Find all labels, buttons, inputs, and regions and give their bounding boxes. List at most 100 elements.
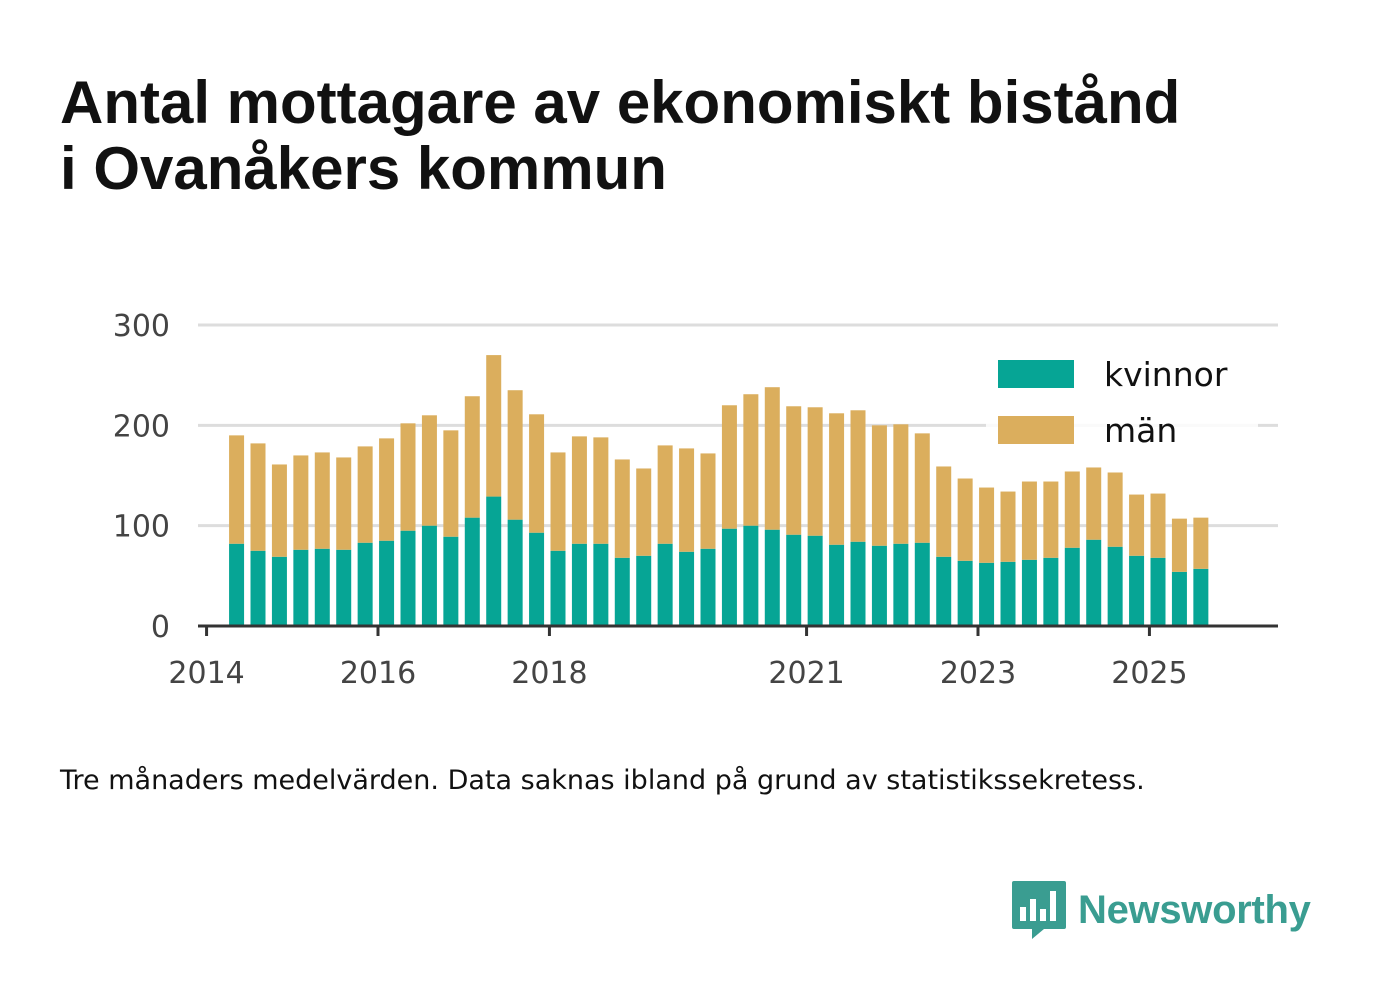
bar-kvinnor <box>1150 557 1166 626</box>
bar-kvinnor <box>271 556 287 626</box>
x-tick-label: 2018 <box>511 656 587 691</box>
bar-kvinnor <box>786 534 802 626</box>
bar-man <box>829 413 845 545</box>
x-tick-label: 2014 <box>168 656 244 691</box>
y-tick-label: 300 <box>113 309 170 344</box>
bar-kvinnor <box>336 549 352 626</box>
bar-kvinnor <box>721 528 737 626</box>
bar-man <box>229 435 245 544</box>
bar-kvinnor <box>957 560 973 626</box>
bar-kvinnor <box>443 536 459 626</box>
bar-kvinnor <box>979 562 995 626</box>
y-tick-label: 200 <box>113 409 170 444</box>
bar-man <box>807 407 823 536</box>
bar-kvinnor <box>936 556 952 626</box>
bar-kvinnor <box>250 550 266 626</box>
bar-kvinnor <box>764 529 780 626</box>
bar-kvinnor <box>743 525 759 626</box>
bar-man <box>507 390 523 520</box>
bar-man <box>421 415 437 526</box>
legend-label-man: män <box>1104 411 1177 450</box>
bar-kvinnor <box>379 540 395 626</box>
bar-man <box>936 466 952 557</box>
bar-man <box>550 452 566 551</box>
bar-kvinnor <box>1129 555 1145 626</box>
bar-kvinnor <box>700 548 716 626</box>
bar-kvinnor <box>486 496 502 626</box>
legend-swatch-man <box>998 416 1074 444</box>
bar-man <box>379 438 395 541</box>
bars <box>229 355 1209 626</box>
bar-kvinnor <box>400 530 416 626</box>
bar-kvinnor <box>871 545 887 626</box>
bar-man <box>914 433 930 543</box>
bar-man <box>1150 493 1166 558</box>
bar-man <box>271 464 287 557</box>
bar-man <box>529 414 545 533</box>
y-tick-label: 0 <box>151 610 170 645</box>
bar-kvinnor <box>636 555 652 626</box>
chart-title-line-1: Antal mottagare av ekonomiskt bistånd <box>60 69 1181 136</box>
bar-man <box>893 424 909 544</box>
bar-kvinnor <box>571 543 587 626</box>
bar-man <box>1000 491 1016 562</box>
bar-kvinnor <box>893 543 909 626</box>
bar-kvinnor <box>614 557 630 626</box>
brand-name: Newsworthy <box>1078 887 1311 932</box>
bar-kvinnor <box>293 549 309 626</box>
bar-kvinnor <box>314 548 330 626</box>
bar-kvinnor <box>593 543 609 626</box>
bar-man <box>443 430 459 537</box>
bar-kvinnor <box>1064 547 1080 626</box>
bar-man <box>357 446 373 543</box>
bar-kvinnor <box>1021 559 1037 626</box>
bar-kvinnor <box>1193 568 1209 626</box>
bar-man <box>1086 467 1102 540</box>
bar-man <box>957 478 973 561</box>
bar-man <box>614 459 630 558</box>
bar-man <box>1193 517 1209 569</box>
bar-kvinnor <box>1171 571 1187 626</box>
bar-man <box>636 468 652 556</box>
chart-title-line-2: i Ovanåkers kommun <box>60 135 667 202</box>
bar-man <box>336 457 352 550</box>
brand[interactable]: Newsworthy <box>1010 878 1311 942</box>
legend-swatch-kvinnor <box>998 360 1074 388</box>
bar-man <box>250 443 266 551</box>
bar-man <box>464 396 480 518</box>
bar-man <box>400 423 416 531</box>
bar-man <box>979 487 995 563</box>
bar-kvinnor <box>914 542 930 626</box>
bar-man <box>850 410 866 542</box>
bar-kvinnor <box>357 542 373 626</box>
bar-man <box>1107 472 1123 547</box>
bar-kvinnor <box>657 543 673 626</box>
bar-man <box>657 445 673 544</box>
bar-kvinnor <box>1043 557 1059 626</box>
bar-kvinnor <box>229 543 245 626</box>
x-tick-label: 2021 <box>768 656 844 691</box>
x-tick-label: 2023 <box>940 656 1016 691</box>
bar-man <box>1129 494 1145 556</box>
y-tick-label: 100 <box>113 510 170 545</box>
bar-man <box>571 436 587 544</box>
bar-kvinnor <box>550 550 566 626</box>
bar-kvinnor <box>507 519 523 626</box>
bar-kvinnor <box>464 517 480 626</box>
bar-man <box>679 448 695 552</box>
bar-man <box>1021 481 1037 560</box>
bar-man <box>293 455 309 550</box>
bar-kvinnor <box>1000 561 1016 626</box>
bar-man <box>1171 518 1187 572</box>
x-tick-label: 2025 <box>1111 656 1187 691</box>
bar-kvinnor <box>1107 546 1123 626</box>
bar-man <box>786 406 802 535</box>
bar-man <box>700 453 716 549</box>
bar-kvinnor <box>1086 539 1102 626</box>
chart-title: Antal mottagare av ekonomiskt bistånd i … <box>60 70 1350 202</box>
bar-kvinnor <box>421 525 437 626</box>
bar-man <box>1043 481 1059 558</box>
bar-kvinnor <box>807 535 823 626</box>
x-tick-label: 2016 <box>340 656 416 691</box>
